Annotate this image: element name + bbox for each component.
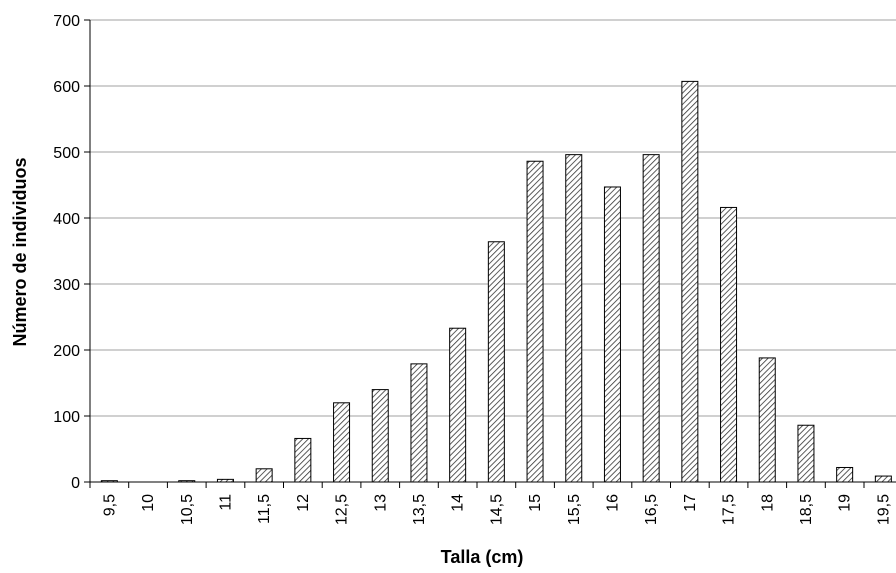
x-tick-label: 19 [837, 494, 854, 512]
bar-18 [758, 357, 776, 483]
bar-17-5 [720, 206, 738, 483]
bar-14 [449, 327, 467, 483]
x-tick-label: 16,5 [643, 494, 660, 525]
y-axis-title: Número de individuos [10, 157, 30, 346]
x-tick-label: 16 [604, 494, 621, 512]
bar-19 [836, 466, 854, 483]
bar-11-5 [255, 468, 273, 483]
x-axis-title: Talla (cm) [441, 547, 524, 567]
bar-18-5 [797, 424, 815, 483]
bar-19-5 [874, 475, 892, 483]
x-tick-label: 11,5 [256, 494, 273, 524]
x-tick-label: 18,5 [798, 494, 815, 525]
x-tick-labels: 9,5 10 10,5 11 11,5 12 12,5 13 13,5 14 14,5 15 15,5 1… [101, 494, 892, 525]
y-tick-label: 500 [53, 145, 80, 162]
y-tick-label: 400 [53, 211, 80, 228]
bars [100, 80, 892, 483]
x-tick-label: 10,5 [179, 494, 196, 525]
y-tick-label: 600 [53, 79, 80, 96]
y-tick-labels: 0 100 200 300 400 500 600 700 [53, 13, 80, 492]
x-tick-label: 9,5 [101, 494, 118, 516]
x-tick-label: 12 [295, 494, 312, 512]
bar-13 [371, 389, 389, 483]
x-tick-label: 15 [527, 494, 544, 512]
bar-16 [603, 186, 621, 483]
x-tick-label: 18 [759, 494, 776, 512]
x-tick-label: 17,5 [721, 494, 738, 525]
y-tick-label: 0 [71, 475, 80, 492]
x-tick-label: 13 [372, 494, 389, 512]
x-tick-label: 11 [217, 494, 234, 511]
x-tick-label: 12,5 [334, 494, 351, 525]
bar-17 [681, 80, 699, 483]
bar-15-5 [565, 154, 583, 483]
x-tick-label: 19,5 [875, 494, 892, 525]
bar-16-5 [642, 154, 660, 483]
x-tick-label: 10 [140, 494, 157, 512]
x-tick-label: 17 [682, 494, 699, 512]
y-tick-label: 100 [53, 409, 80, 426]
x-tick-label: 15,5 [566, 494, 583, 525]
bar-15 [526, 160, 544, 483]
x-tick-label: 14,5 [488, 494, 505, 525]
y-tick-label: 700 [53, 13, 80, 30]
x-tick-label: 14 [450, 494, 467, 512]
x-tick-label: 13,5 [411, 494, 428, 525]
y-tick-label: 300 [53, 277, 80, 294]
bar-12-5 [333, 402, 351, 483]
axes [84, 19, 896, 488]
y-tick-label: 200 [53, 343, 80, 360]
bar-14-5 [487, 241, 505, 483]
bar-12 [294, 437, 312, 483]
bar-13-5 [410, 363, 428, 483]
